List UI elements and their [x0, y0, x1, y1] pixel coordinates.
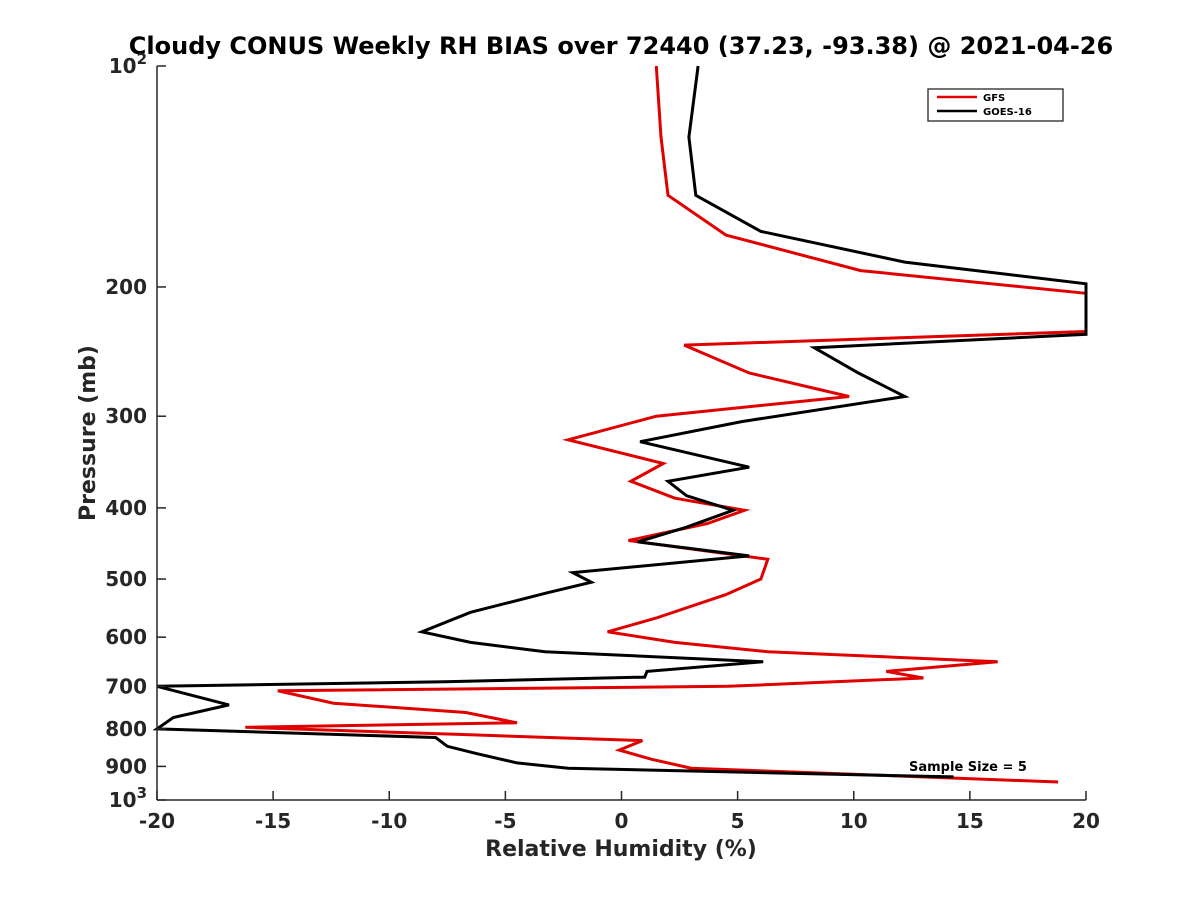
y-tick-label: 800 — [105, 717, 147, 741]
y-tick-label: 600 — [105, 625, 147, 649]
y-tick-label: 900 — [105, 754, 147, 778]
series-line-goes16 — [152, 65, 1088, 779]
series-line-gfs — [245, 65, 1088, 784]
x-tick-label: -20 — [139, 809, 175, 833]
sample-size-annotation: Sample Size = 5 — [909, 760, 1027, 775]
x-tick-label: -15 — [255, 809, 291, 833]
y-axis-label: Pressure (mb) — [76, 345, 101, 521]
legend: GFS GOES-16 — [927, 88, 1064, 122]
y-tick-label: 400 — [105, 496, 147, 520]
legend-label-goes16: GOES-16 — [983, 107, 1032, 118]
x-tick-label: 10 — [840, 809, 868, 833]
x-tick-label: -10 — [371, 809, 407, 833]
x-ticks: -20 -15 -10 -5 0 5 10 15 20 — [139, 791, 1100, 833]
y-tick-label: 700 — [105, 674, 147, 698]
x-axis-label: Relative Humidity (%) — [485, 837, 757, 862]
y-tick-label: 300 — [105, 404, 147, 428]
y-tick-label: 200 — [105, 275, 147, 299]
x-tick-label: 0 — [615, 809, 629, 833]
chart-title: Cloudy CONUS Weekly RH BIAS over 72440 (… — [129, 32, 1113, 60]
x-tick-label: -5 — [494, 809, 516, 833]
x-tick-label: 5 — [731, 809, 745, 833]
legend-label-gfs: GFS — [983, 93, 1005, 104]
x-tick-label: 15 — [956, 809, 984, 833]
x-tick-label: 20 — [1072, 809, 1100, 833]
series-layer — [152, 65, 1088, 784]
y-tick-label: 500 — [105, 567, 147, 591]
legend-box — [927, 88, 1064, 122]
